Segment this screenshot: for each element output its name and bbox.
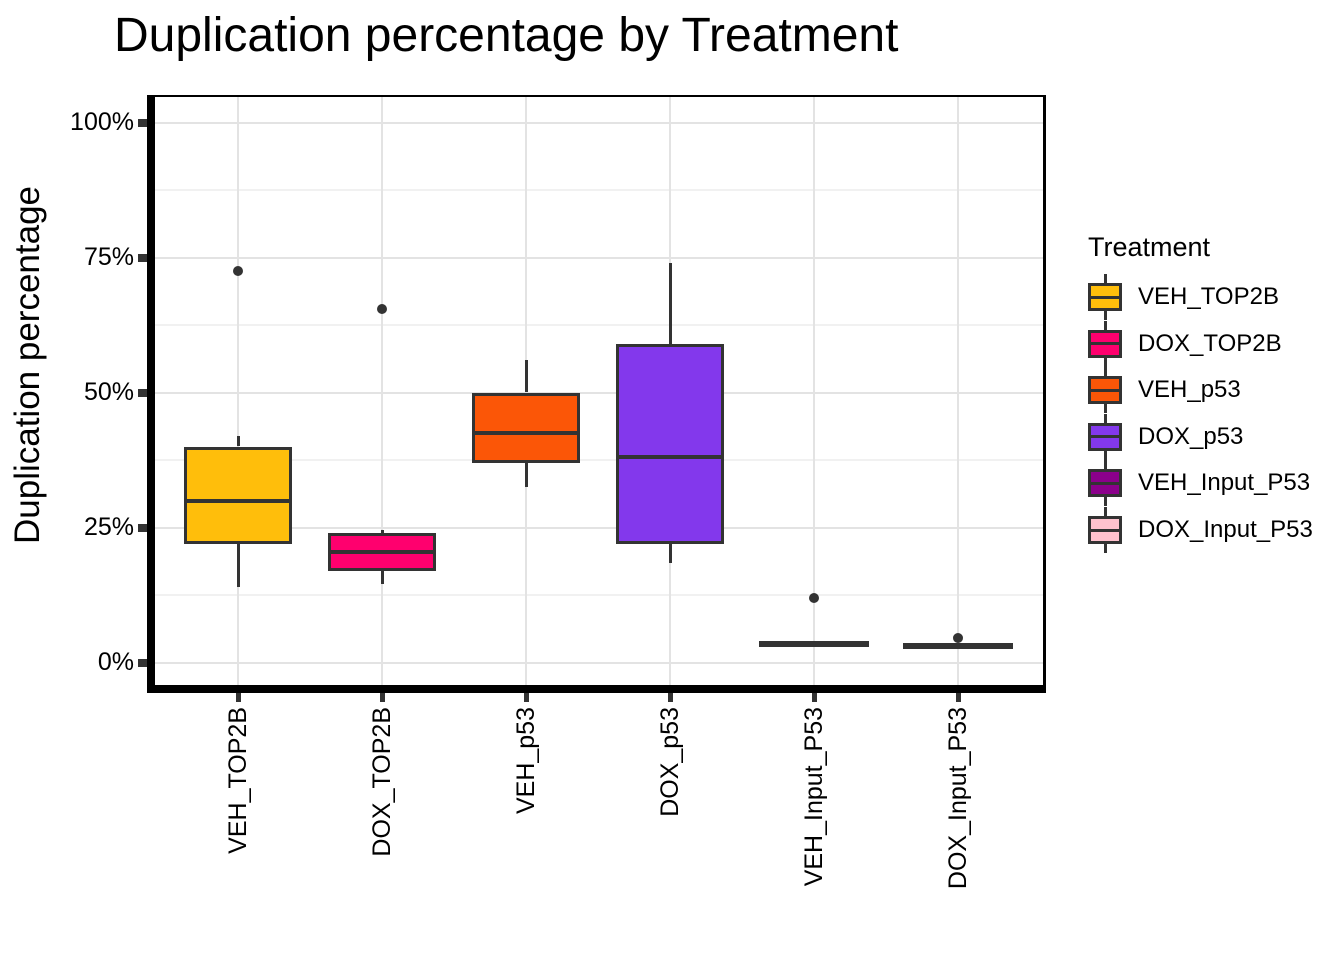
gridline-minor-horizontal	[155, 324, 1043, 326]
x-tick-mark	[956, 693, 961, 702]
upper-whisker-DOX_TOP2B	[380, 530, 384, 533]
gridline-major-vertical	[813, 97, 815, 685]
legend-key-box	[1088, 376, 1122, 405]
lower-whisker-DOX_p53	[668, 543, 672, 563]
legend-item-label: VEH_Input_P53	[1138, 469, 1311, 497]
legend-key-boxplot-icon	[1088, 507, 1122, 553]
gridline-minor-horizontal	[155, 459, 1043, 461]
median-DOX_TOP2B	[331, 549, 433, 554]
legend-item-DOX_Input_P53[interactable]: DOX_Input_P53	[1088, 507, 1313, 553]
gridline-major-vertical	[381, 97, 383, 685]
median-VEH_TOP2B	[187, 498, 289, 503]
x-tick-label: DOX_Input_P53	[944, 707, 972, 890]
legend-key-boxplot-icon	[1088, 413, 1122, 460]
legend-item-label: DOX_TOP2B	[1138, 329, 1282, 357]
legend-item-DOX_p53[interactable]: DOX_p53	[1088, 413, 1244, 460]
y-tick-mark	[138, 253, 147, 262]
gridline-major-horizontal	[155, 256, 1043, 259]
median-DOX_Input_P53[interactable]	[903, 643, 1013, 650]
gridline-major-horizontal	[155, 526, 1043, 529]
lower-whisker-VEH_TOP2B	[236, 543, 240, 587]
legend-key-median	[1091, 481, 1119, 485]
outlier-DOX_TOP2B[interactable]	[377, 303, 387, 314]
legend-title: Treatment	[1088, 232, 1211, 262]
median-VEH_p53	[475, 431, 577, 435]
legend-key-box	[1088, 329, 1122, 358]
x-tick-label: VEH_Input_P53	[800, 707, 828, 887]
box-DOX_p53[interactable]	[616, 343, 724, 544]
lower-whisker-DOX_TOP2B	[380, 570, 384, 585]
y-tick-mark	[138, 388, 147, 397]
legend-key-median	[1091, 435, 1119, 439]
x-tick-label: VEH_TOP2B	[224, 707, 252, 854]
lower-whisker-VEH_p53	[524, 462, 528, 487]
outlier-DOX_Input_P53[interactable]	[953, 633, 963, 644]
gridline-minor-horizontal	[155, 189, 1043, 191]
x-axis-line	[147, 685, 1046, 693]
median-DOX_p53	[619, 455, 721, 460]
legend-key-boxplot-icon	[1088, 367, 1122, 414]
y-tick-label: 25%	[83, 512, 134, 541]
upper-whisker-VEH_TOP2B	[236, 435, 240, 447]
box-VEH_p53[interactable]	[472, 392, 580, 463]
legend-item-VEH_TOP2B[interactable]: VEH_TOP2B	[1088, 274, 1279, 320]
x-tick-mark	[812, 693, 817, 702]
y-tick-mark	[138, 523, 147, 532]
legend-key-box	[1088, 469, 1122, 498]
legend-key-median	[1091, 528, 1119, 532]
legend-key-median	[1091, 388, 1119, 392]
upper-whisker-VEH_p53	[524, 360, 528, 393]
x-tick-label: DOX_TOP2B	[368, 707, 396, 857]
box-VEH_TOP2B[interactable]	[184, 446, 292, 544]
x-tick-mark	[668, 693, 673, 702]
plot-panel	[147, 95, 1046, 687]
x-tick-label: VEH_p53	[512, 707, 540, 815]
y-tick-label: 0%	[97, 647, 134, 676]
legend-key-box	[1088, 283, 1122, 311]
y-axis-title: Duplication percentage	[8, 186, 47, 545]
median-VEH_Input_P53[interactable]	[759, 640, 869, 647]
legend-key-box	[1088, 516, 1122, 544]
legend-key-median	[1091, 295, 1119, 299]
y-tick-label: 75%	[83, 242, 134, 271]
x-tick-mark	[524, 693, 529, 702]
legend-key-boxplot-icon	[1088, 460, 1122, 507]
chart-title: Duplication percentage by Treatment	[114, 9, 899, 62]
x-tick-label: DOX_p53	[656, 707, 684, 817]
y-tick-mark	[138, 658, 147, 667]
legend-key-box	[1088, 422, 1122, 451]
gridline-minor-horizontal	[155, 594, 1043, 596]
gridline-major-vertical	[237, 97, 239, 685]
gridline-major-horizontal	[155, 661, 1043, 664]
legend-key-median	[1091, 342, 1119, 346]
y-axis-line	[147, 95, 155, 693]
outlier-VEH_TOP2B[interactable]	[233, 266, 243, 276]
gridline-major-horizontal	[155, 391, 1043, 394]
outlier-VEH_Input_P53[interactable]	[809, 592, 819, 603]
legend-item-VEH_p53[interactable]: VEH_p53	[1088, 367, 1241, 414]
gridline-major-vertical	[957, 97, 959, 685]
legend-key-boxplot-icon	[1088, 320, 1122, 367]
legend-item-label: VEH_TOP2B	[1138, 283, 1279, 310]
x-tick-mark	[236, 693, 241, 702]
legend: Treatment VEH_TOP2B DOX_TOP2B VEH_p53 DOX_p…	[1088, 232, 1313, 553]
legend-item-VEH_Input_P53[interactable]: VEH_Input_P53	[1088, 460, 1311, 507]
legend-item-label: DOX_p53	[1138, 422, 1244, 450]
legend-item-label: VEH_p53	[1138, 376, 1241, 404]
y-tick-mark	[138, 118, 147, 127]
legend-key-boxplot-icon	[1088, 274, 1122, 320]
y-tick-label: 50%	[83, 377, 134, 406]
legend-item-label: DOX_Input_P53	[1138, 516, 1313, 543]
legend-item-DOX_TOP2B[interactable]: DOX_TOP2B	[1088, 320, 1282, 367]
y-tick-label: 100%	[70, 107, 134, 136]
upper-whisker-DOX_p53	[668, 262, 672, 344]
gridline-major-horizontal	[155, 121, 1043, 124]
x-tick-mark	[380, 693, 385, 702]
